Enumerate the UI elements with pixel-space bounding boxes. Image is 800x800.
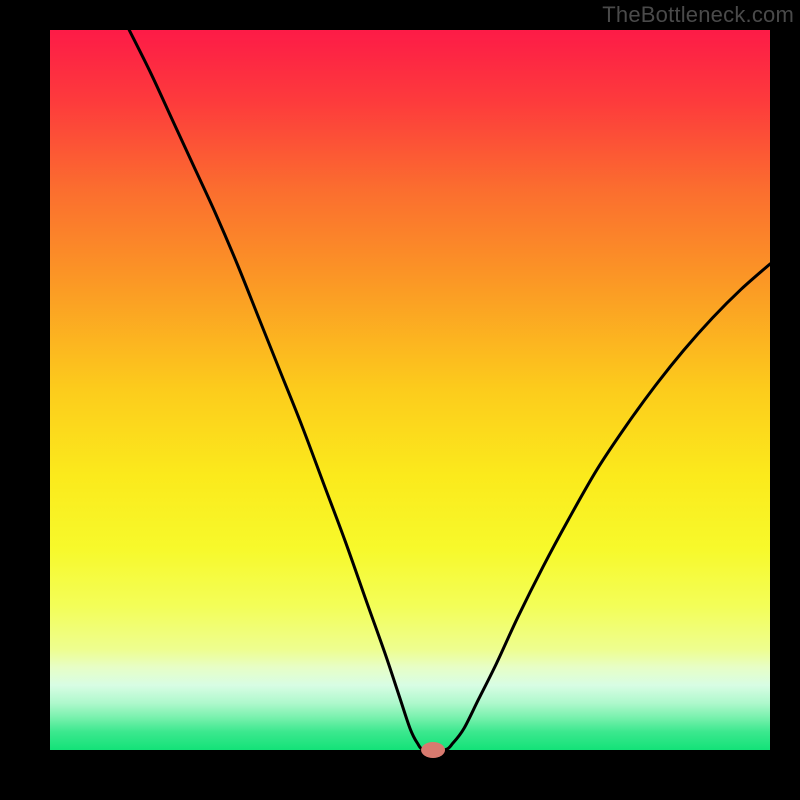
chart-container: TheBottleneck.com (0, 0, 800, 800)
chart-plot-area (50, 30, 770, 750)
optimal-marker (421, 742, 445, 758)
bottleneck-chart (0, 0, 800, 800)
watermark-text: TheBottleneck.com (602, 2, 794, 28)
